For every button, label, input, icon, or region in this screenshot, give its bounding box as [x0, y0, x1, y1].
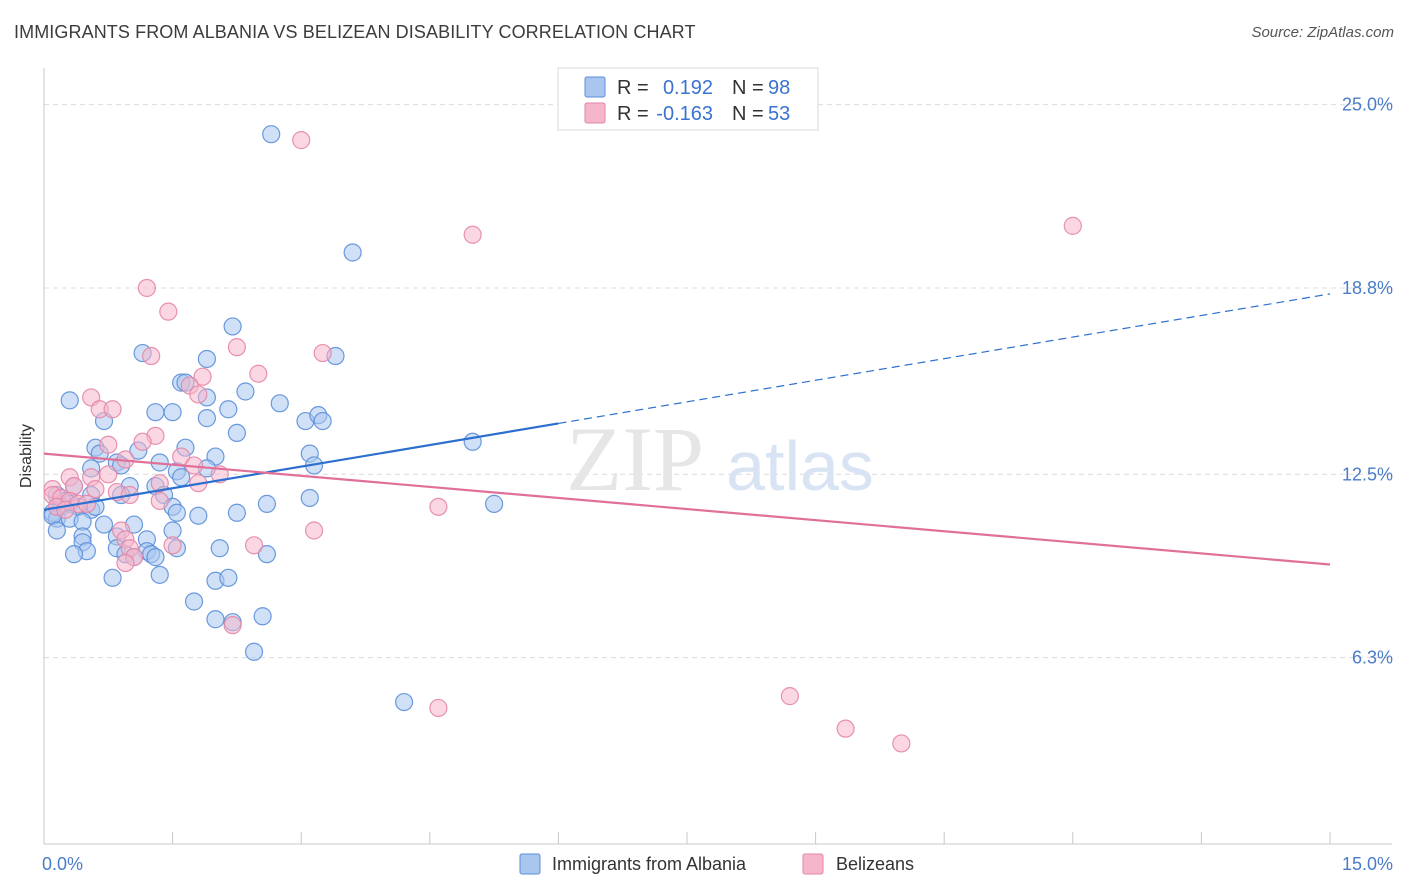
legend-swatch-belizeans: [584, 102, 606, 124]
belizeans-point: [150, 491, 169, 511]
albania-point: [167, 503, 186, 522]
watermark-atlas: atlas: [726, 427, 874, 505]
belizeans-point: [99, 435, 118, 454]
belizeans-point: [313, 343, 332, 363]
y-tick-label: 12.5%: [1342, 464, 1393, 484]
albania-point: [343, 243, 362, 262]
belizeans-trend-line: [43, 452, 1331, 566]
belizeans-point: [780, 687, 799, 706]
legend-r-value-belizeans: -0.163: [656, 103, 713, 125]
belizeans-point: [159, 302, 178, 321]
belizeans-point: [99, 465, 118, 484]
chart-source: Source: ZipAtlas.com: [1251, 24, 1394, 41]
belizeans-point: [249, 364, 268, 383]
legend-n-value-belizeans: 53: [768, 103, 790, 125]
belizeans-point: [292, 131, 311, 150]
correlation-legend: R = 0.192 N = 98 R = -0.163 N = 53: [557, 67, 819, 131]
belizeans-point: [892, 734, 911, 753]
belizeans-point: [56, 500, 75, 519]
series-swatch-albania: [519, 853, 541, 875]
belizeans-point: [116, 553, 135, 573]
albania-point: [64, 545, 84, 564]
belizeans-point: [304, 521, 324, 540]
watermark-zip: ZIP: [566, 408, 704, 510]
legend-n-label-albania: N =: [732, 77, 764, 99]
albania-point: [184, 592, 204, 611]
albania-point: [262, 125, 281, 144]
albania-point: [146, 403, 165, 422]
albania-point: [197, 409, 216, 428]
belizeans-point: [429, 497, 448, 516]
albania-point: [227, 503, 246, 522]
series-legend: Immigrants from Albania Belizeans: [519, 853, 914, 875]
legend-r-label-albania: R =: [617, 77, 649, 99]
legend-swatch-albania: [584, 76, 606, 98]
belizeans-point: [142, 346, 161, 366]
series-label-belizeans: Belizeans: [836, 854, 914, 874]
axis-layer: [43, 68, 1392, 845]
y-tick-label: 6.3%: [1352, 648, 1393, 668]
albania-point: [94, 515, 114, 534]
trend-layer: [43, 293, 1331, 566]
legend-r-label-belizeans: R =: [617, 103, 649, 125]
albania-point: [223, 317, 242, 336]
albania-point: [146, 548, 165, 567]
belizeans-point: [133, 432, 152, 451]
y-tick-label: 18.8%: [1342, 278, 1393, 298]
y-tick-label: 25.0%: [1342, 95, 1393, 115]
belizeans-point: [223, 616, 242, 635]
belizeans-point: [150, 474, 169, 493]
albania-point: [244, 642, 264, 661]
series-label-albania: Immigrants from Albania: [552, 854, 747, 874]
grid-layer: [44, 104, 1392, 659]
belizeans-point: [86, 479, 105, 499]
albania-point: [219, 400, 238, 419]
albania-trend-line: [43, 422, 559, 511]
albania-point: [103, 568, 122, 587]
albania-point: [313, 411, 332, 431]
belizeans-point: [463, 225, 482, 244]
chart-title: IMMIGRANTS FROM ALBANIA VS BELIZEAN DISA…: [14, 22, 696, 42]
belizeans-point: [836, 719, 855, 738]
belizeans-point: [429, 698, 448, 718]
albania-point: [485, 494, 504, 513]
albania-point: [253, 607, 272, 626]
belizeans-point: [193, 367, 212, 386]
belizeans-point: [103, 400, 122, 419]
albania-point: [206, 610, 225, 629]
albania-point: [257, 494, 277, 513]
legend-r-value-albania: 0.192: [663, 77, 713, 99]
albania-point: [210, 539, 229, 558]
x-tick-label-max: 15.0%: [1342, 854, 1393, 874]
belizeans-point: [137, 278, 156, 298]
legend-n-value-albania: 98: [768, 77, 790, 99]
albania-point: [236, 382, 255, 401]
albania-trend-line-extrapolated: [558, 293, 1331, 425]
belizeans-point: [163, 536, 182, 555]
albania-point: [394, 692, 414, 712]
albania-point: [257, 545, 277, 564]
albania-point: [219, 568, 238, 587]
legend-n-label-belizeans: N =: [732, 103, 764, 125]
albania-point: [300, 488, 319, 508]
albania-point: [189, 506, 208, 525]
belizeans-point: [244, 536, 264, 555]
albania-point: [163, 403, 182, 422]
albania-point: [60, 391, 79, 410]
belizeans-point: [227, 338, 246, 357]
tick-label-layer: 6.3% 12.5% 18.8% 25.0% 0.0% 15.0%: [42, 95, 1393, 874]
x-tick-label-min: 0.0%: [42, 854, 83, 874]
albania-point: [197, 349, 216, 369]
albania-point: [270, 394, 289, 413]
series-swatch-belizeans: [802, 853, 824, 875]
belizeans-point: [189, 385, 208, 404]
albania-point: [150, 565, 169, 584]
belizeans-point: [1063, 216, 1082, 235]
albania-point: [47, 521, 66, 540]
albania-point: [227, 423, 246, 443]
